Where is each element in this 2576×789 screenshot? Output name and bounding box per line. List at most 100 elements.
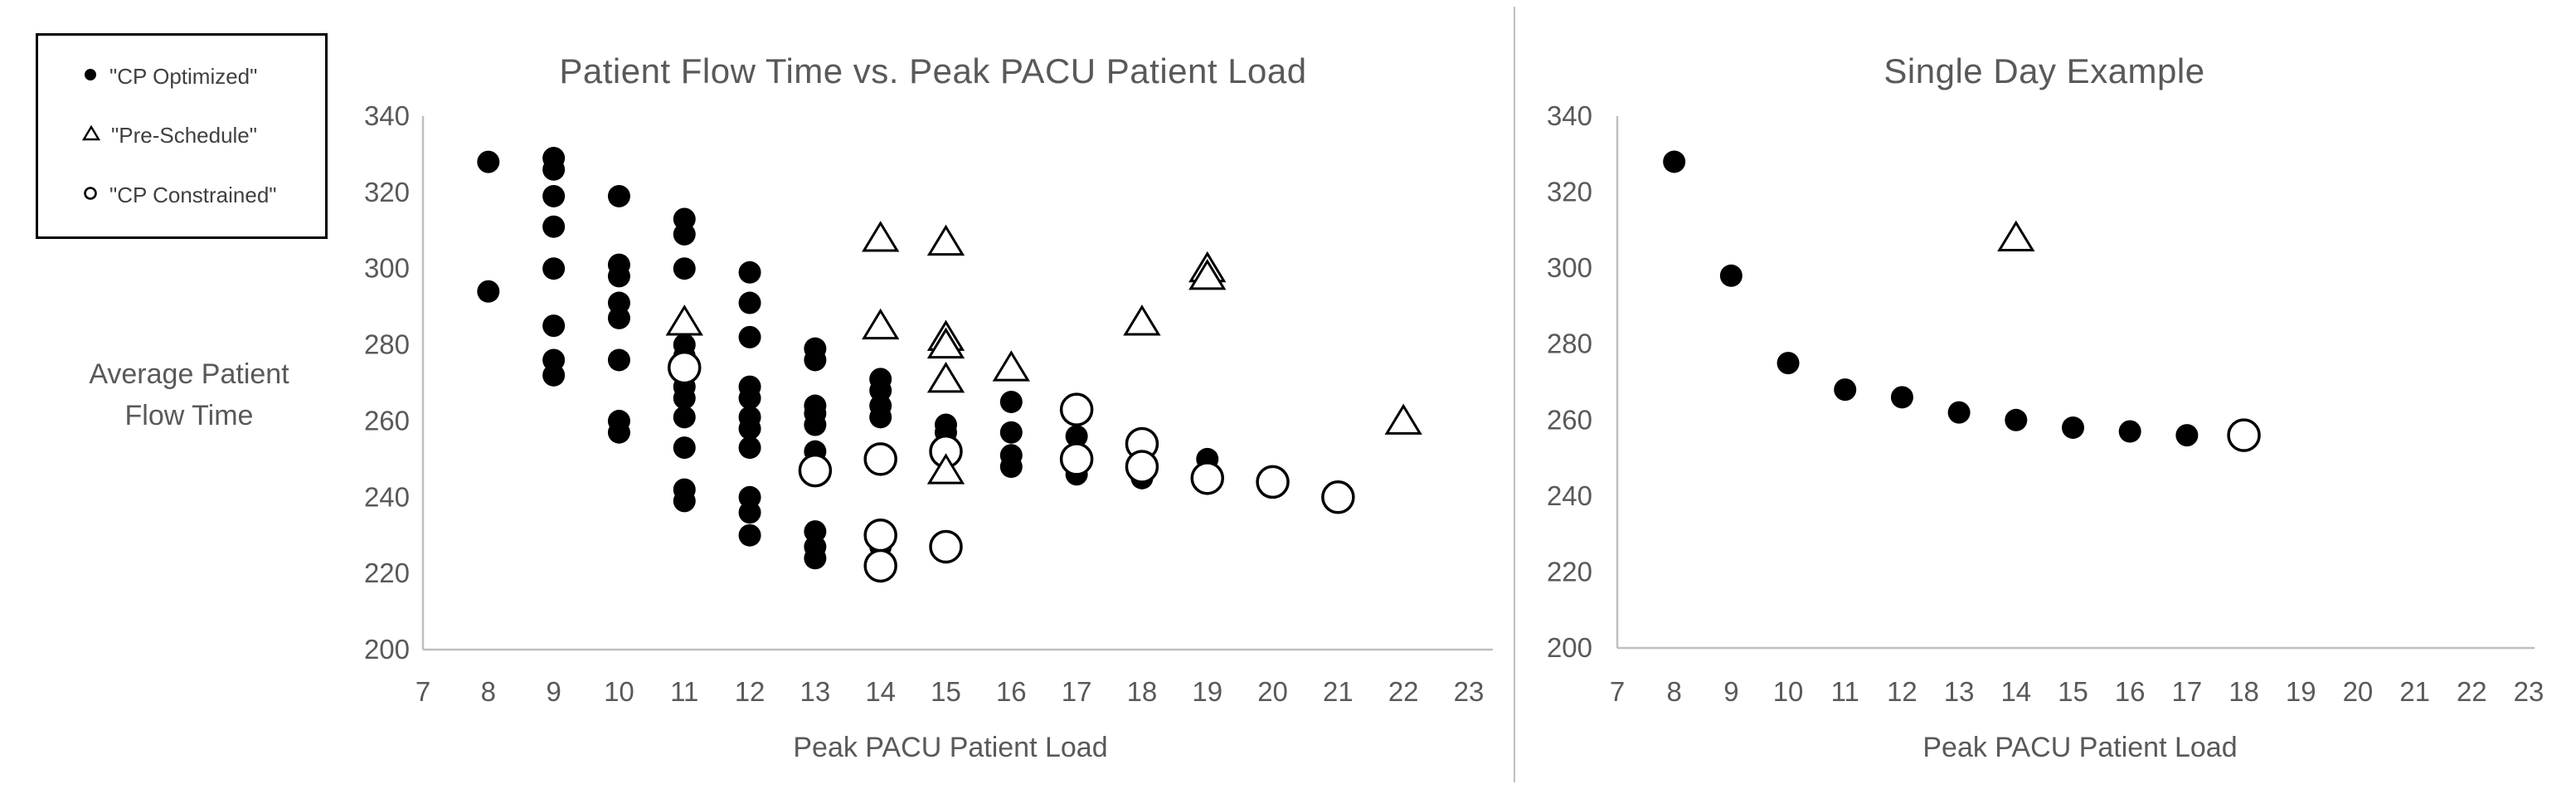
data-point-open-circle bbox=[1190, 461, 1224, 495]
data-point-open-circle bbox=[863, 518, 897, 553]
data-point-filled-circle bbox=[2118, 420, 2141, 443]
right-chart-x-axis-title: Peak PACU Patient Load bbox=[1922, 732, 2238, 763]
data-point-filled-circle bbox=[607, 306, 630, 329]
legend-box: "CP Optimized" "Pre-Schedule" "CP Constr… bbox=[36, 33, 328, 239]
right-chart-y-tick-label: 260 bbox=[1547, 404, 1592, 435]
data-point-filled-circle bbox=[607, 184, 630, 207]
data-point-open-triangle bbox=[665, 304, 703, 336]
right-chart-x-tick-label: 15 bbox=[2058, 676, 2088, 707]
right-chart-y-tick-label: 280 bbox=[1547, 329, 1592, 359]
left-chart-x-tick-label: 21 bbox=[1323, 676, 1354, 707]
left-chart-x-tick-label: 22 bbox=[1388, 676, 1419, 707]
left-chart-y-tick-label: 300 bbox=[364, 253, 410, 284]
data-point-filled-circle bbox=[999, 421, 1023, 444]
data-point-filled-circle bbox=[673, 387, 696, 410]
data-point-open-triangle bbox=[862, 308, 900, 340]
data-point-filled-circle bbox=[542, 257, 566, 280]
panel-divider bbox=[1514, 7, 1515, 782]
data-point-filled-circle bbox=[2005, 408, 2028, 431]
data-point-filled-circle bbox=[738, 325, 761, 348]
y-axis-title-line1: Average Patient bbox=[89, 358, 289, 390]
left-chart-x-tick-label: 7 bbox=[416, 676, 430, 707]
left-chart-x-tick-label: 13 bbox=[800, 676, 831, 707]
right-chart-y-tick-label: 320 bbox=[1547, 177, 1592, 207]
data-point-open-triangle bbox=[862, 221, 900, 252]
data-point-open-triangle bbox=[1123, 304, 1161, 336]
data-point-open-triangle bbox=[926, 327, 965, 359]
left-chart-x-tick-label: 18 bbox=[1127, 676, 1158, 707]
right-chart-x-tick-label: 19 bbox=[2286, 676, 2316, 707]
data-point-filled-circle bbox=[607, 265, 630, 288]
data-point-filled-circle bbox=[999, 455, 1023, 479]
open-triangle-icon bbox=[81, 124, 101, 147]
left-chart-x-tick-label: 11 bbox=[670, 676, 698, 707]
left-chart-title: Patient Flow Time vs. Peak PACU Patient … bbox=[559, 51, 1307, 90]
right-chart-x-tick-label: 23 bbox=[2514, 676, 2544, 707]
data-point-filled-circle bbox=[542, 314, 566, 338]
left-chart-y-tick-label: 340 bbox=[364, 100, 410, 131]
data-point-open-circle bbox=[1125, 450, 1159, 484]
data-point-filled-circle bbox=[1776, 352, 1800, 375]
left-chart-y-tick-label: 320 bbox=[364, 177, 410, 207]
right-chart-plot: 200 220 240 260 280 300 320 340 7 8 9 10 11 12 13 14 15 1… bbox=[1547, 100, 2544, 707]
right-chart-title: Single Day Example bbox=[1883, 51, 2205, 90]
data-point-filled-circle bbox=[607, 421, 630, 444]
right-chart-y-tick-label: 240 bbox=[1547, 480, 1592, 511]
legend-item-label: "CP Constrained" bbox=[109, 182, 277, 207]
data-point-filled-circle bbox=[673, 257, 696, 280]
data-point-filled-circle bbox=[542, 215, 566, 238]
left-chart-x-tick-label: 19 bbox=[1192, 676, 1222, 707]
left-chart-x-tick-label: 23 bbox=[1454, 676, 1485, 707]
right-chart-x-tick-label: 13 bbox=[1944, 676, 1975, 707]
right-chart-x-tick-label: 7 bbox=[1610, 676, 1625, 707]
data-point-filled-circle bbox=[2062, 416, 2084, 439]
data-point-filled-circle bbox=[738, 261, 761, 284]
data-point-open-triangle bbox=[926, 453, 965, 485]
left-chart-x-tick-label: 16 bbox=[996, 676, 1027, 707]
data-point-filled-circle bbox=[738, 387, 761, 410]
data-point-open-triangle bbox=[1384, 403, 1422, 435]
data-point-filled-circle bbox=[804, 348, 827, 372]
right-chart-y-tick-label: 220 bbox=[1547, 556, 1592, 587]
data-point-open-circle bbox=[863, 442, 897, 476]
right-chart-x-tick-label: 16 bbox=[2115, 676, 2146, 707]
data-point-filled-circle bbox=[1947, 401, 1971, 424]
left-chart-y-axis-title: Average Patient Flow Time bbox=[50, 353, 328, 436]
right-chart-x-tick-label: 10 bbox=[1773, 676, 1804, 707]
data-point-open-circle bbox=[863, 548, 897, 583]
open-circle-icon bbox=[81, 184, 100, 207]
data-point-filled-circle bbox=[738, 417, 761, 441]
left-chart-x-axis-title: Peak PACU Patient Load bbox=[793, 732, 1108, 763]
data-point-filled-circle bbox=[607, 348, 630, 372]
data-point-open-triangle bbox=[926, 224, 965, 256]
left-chart-y-tick-label: 220 bbox=[364, 558, 410, 588]
data-point-filled-circle bbox=[1834, 378, 1857, 402]
data-point-filled-circle bbox=[1663, 150, 1686, 173]
right-chart-x-tick-label: 11 bbox=[1831, 676, 1859, 707]
data-point-filled-circle bbox=[2175, 424, 2199, 447]
right-chart-series-open-circle bbox=[2227, 418, 2261, 452]
data-point-filled-circle bbox=[477, 280, 500, 303]
data-point-open-circle bbox=[798, 453, 833, 488]
data-point-filled-circle bbox=[738, 291, 761, 314]
data-point-filled-circle bbox=[999, 390, 1023, 413]
right-chart-x-tick-label: 21 bbox=[2399, 676, 2430, 707]
data-point-open-circle bbox=[668, 350, 702, 385]
left-chart-plot: 200 220 240 260 280 300 320 340 7 8 9 10 11 12 13 14 15 1… bbox=[364, 100, 1493, 707]
data-point-filled-circle bbox=[738, 436, 761, 460]
right-chart-x-tick-label: 17 bbox=[2172, 676, 2203, 707]
left-chart-y-tick-label: 240 bbox=[364, 481, 410, 512]
data-point-filled-circle bbox=[673, 436, 696, 460]
data-point-filled-circle bbox=[673, 489, 696, 513]
left-chart-series-open-triangle bbox=[665, 221, 1422, 485]
right-chart-x-tick-label: 8 bbox=[1667, 676, 1682, 707]
right-chart-x-tick-label: 12 bbox=[1887, 676, 1917, 707]
right-chart-x-tick-label: 20 bbox=[2343, 676, 2374, 707]
data-point-open-triangle bbox=[1997, 220, 2035, 252]
legend-item-cp-optimized: "CP Optimized" bbox=[81, 64, 317, 90]
left-chart-y-tick-label: 260 bbox=[364, 405, 410, 436]
data-point-open-circle bbox=[1059, 392, 1094, 426]
left-chart-x-tick-label: 8 bbox=[481, 676, 496, 707]
